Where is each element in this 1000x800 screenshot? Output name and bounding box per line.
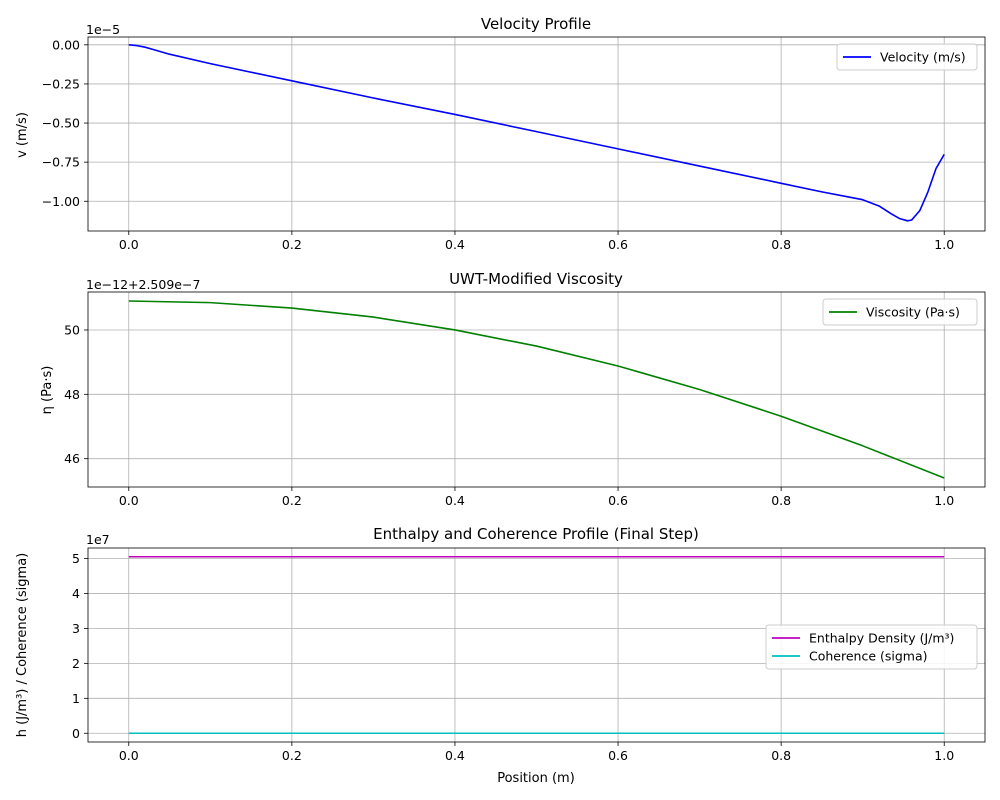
chart-title: Enthalpy and Coherence Profile (Final St… [373,525,699,543]
y-axis-label: v (m/s) [15,112,30,158]
x-tick-label: 0.4 [445,237,465,252]
x-tick-label: 1.0 [934,237,954,252]
x-tick-label: 1.0 [934,748,954,763]
legend-box [765,624,978,670]
legend: Velocity (m/s) [836,43,978,71]
plot-frame [87,547,986,743]
series-line [128,300,945,479]
x-axis-label: Position (m) [497,771,575,786]
legend-label: Coherence (sigma) [809,649,928,664]
viscosity-panel: UWT-Modified Viscosity 1e−12+2.509e−7 η … [40,270,986,508]
x-tick-label: 0.0 [119,237,139,252]
y-tick-label: 5 [72,551,80,566]
y-offset-label: 1e−5 [86,22,120,37]
x-tick-label: 0.8 [771,493,791,508]
velocity-panel: Velocity Profile 1e−5 v (m/s) 0.0 0.2 0.4 0… [15,15,986,252]
y-tick-label: 3 [72,621,80,636]
x-tick-label: 1.0 [934,493,954,508]
y-tick-label: −0.75 [42,155,80,170]
legend: Enthalpy Density (J/m³) Coherence (sigma) [765,624,978,670]
y-tick-label: 0 [72,726,80,741]
legend-box [822,298,978,326]
y-tick-label: 50 [64,322,80,337]
x-tick-label: 0.0 [119,748,139,763]
legend: Viscosity (Pa·s) [822,298,978,326]
y-axis-label: η (Pa·s) [40,366,55,415]
enthalpy-panel: Enthalpy and Coherence Profile (Final St… [15,525,986,786]
legend-label: Enthalpy Density (J/m³) [809,631,954,646]
plot-frame [87,291,986,488]
chart-title: Velocity Profile [481,15,591,33]
grid [88,292,985,487]
legend-box [836,43,978,71]
y-tick-label: 46 [64,451,80,466]
y-offset-label: 1e7 [86,532,110,547]
series-line [128,44,945,222]
x-tick-label: 0.4 [445,493,465,508]
x-tick-label: 0.6 [608,493,628,508]
legend-label: Viscosity (Pa·s) [866,305,960,320]
y-tick-label: 4 [72,586,80,601]
y-axis-label: h (J/m³) / Coherence (sigma) [15,553,30,738]
y-tick-label: 48 [64,387,80,402]
x-tick-label: 0.8 [771,748,791,763]
x-tick-label: 0.8 [771,237,791,252]
y-tick-label: 1 [72,691,80,706]
x-tick-label: 0.0 [119,493,139,508]
x-tick-label: 0.4 [445,748,465,763]
y-tick-label: 0.00 [52,37,80,52]
y-tick-label: 2 [72,656,80,671]
legend-label: Velocity (m/s) [880,50,966,65]
x-tick-label: 0.6 [608,748,628,763]
x-tick-label: 0.2 [282,493,302,508]
y-tick-label: −0.25 [42,76,80,91]
y-offset-label: 1e−12+2.509e−7 [86,277,200,292]
x-tick-label: 0.6 [608,237,628,252]
y-tick-label: −0.50 [42,116,80,131]
y-tick-label: −1.00 [42,194,80,209]
plot-frame [87,36,986,232]
chart-title: UWT-Modified Viscosity [449,270,623,288]
x-tick-label: 0.2 [282,237,302,252]
x-tick-label: 0.2 [282,748,302,763]
